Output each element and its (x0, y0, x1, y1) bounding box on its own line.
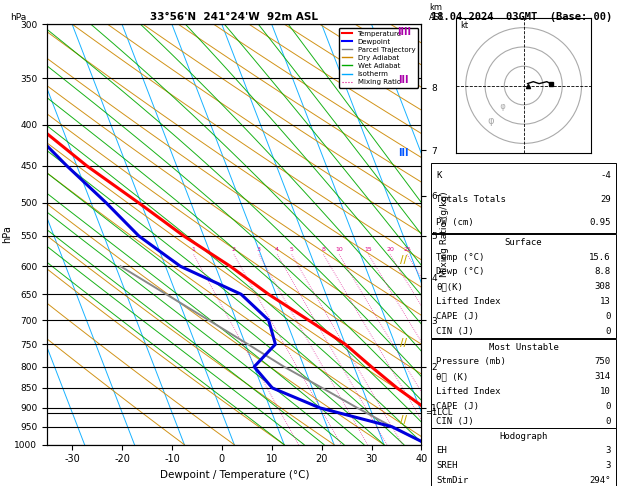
X-axis label: Dewpoint / Temperature (°C): Dewpoint / Temperature (°C) (160, 470, 309, 480)
Text: SREH: SREH (437, 461, 458, 470)
Text: Hodograph: Hodograph (499, 432, 548, 441)
Text: 8.8: 8.8 (595, 267, 611, 277)
Text: CIN (J): CIN (J) (437, 417, 474, 426)
Text: Dewp (°C): Dewp (°C) (437, 267, 485, 277)
Text: hPa: hPa (10, 13, 26, 22)
Text: //: // (400, 338, 408, 347)
FancyBboxPatch shape (431, 234, 616, 338)
Text: φ: φ (494, 102, 506, 111)
Text: 4: 4 (275, 247, 279, 252)
Text: km
ASL: km ASL (429, 3, 445, 22)
Text: Lifted Index: Lifted Index (437, 387, 501, 396)
Text: 294°: 294° (589, 476, 611, 485)
Text: 2: 2 (232, 247, 236, 252)
Text: 25: 25 (403, 247, 411, 252)
Legend: Temperature, Dewpoint, Parcel Trajectory, Dry Adiabat, Wet Adiabat, Isotherm, Mi: Temperature, Dewpoint, Parcel Trajectory… (339, 28, 418, 88)
Y-axis label: hPa: hPa (2, 226, 12, 243)
Text: Most Unstable: Most Unstable (489, 343, 559, 351)
Text: 18.04.2024  03GMT  (Base: 00): 18.04.2024 03GMT (Base: 00) (431, 12, 612, 22)
Text: Totals Totals: Totals Totals (437, 195, 506, 204)
Text: θᴄ (K): θᴄ (K) (437, 372, 469, 381)
Text: IIII: IIII (397, 27, 411, 36)
Text: //: // (400, 255, 408, 265)
Text: 10: 10 (335, 247, 343, 252)
Text: 8: 8 (321, 247, 326, 252)
Text: 0: 0 (606, 327, 611, 336)
Y-axis label: Mixing Ratio (g/kg): Mixing Ratio (g/kg) (440, 191, 448, 278)
FancyBboxPatch shape (431, 428, 616, 486)
Text: PW (cm): PW (cm) (437, 218, 474, 227)
Text: 15.6: 15.6 (589, 253, 611, 261)
Text: kt: kt (460, 20, 468, 30)
Text: 0.95: 0.95 (589, 218, 611, 227)
Text: =1LCL: =1LCL (425, 408, 452, 417)
Text: Pressure (mb): Pressure (mb) (437, 357, 506, 366)
Text: 0: 0 (606, 417, 611, 426)
Text: φ: φ (485, 116, 494, 126)
Text: 10: 10 (600, 387, 611, 396)
Text: 15: 15 (365, 247, 372, 252)
Text: -4: -4 (600, 171, 611, 180)
Text: CIN (J): CIN (J) (437, 327, 474, 336)
Text: 3: 3 (606, 447, 611, 455)
Text: 0: 0 (606, 402, 611, 411)
Text: 750: 750 (595, 357, 611, 366)
Text: 1: 1 (192, 247, 196, 252)
Text: 13: 13 (600, 297, 611, 306)
Text: //: // (400, 416, 408, 425)
Text: III: III (399, 148, 409, 158)
Text: 0: 0 (606, 312, 611, 321)
Title: 33°56'N  241°24'W  92m ASL: 33°56'N 241°24'W 92m ASL (150, 12, 318, 22)
Text: θᴄ(K): θᴄ(K) (437, 282, 464, 292)
Text: Temp (°C): Temp (°C) (437, 253, 485, 261)
Text: K: K (437, 171, 442, 180)
FancyBboxPatch shape (431, 163, 616, 233)
Text: III: III (399, 75, 409, 85)
Text: Lifted Index: Lifted Index (437, 297, 501, 306)
Text: 3: 3 (257, 247, 261, 252)
Text: CAPE (J): CAPE (J) (437, 402, 479, 411)
Text: 3: 3 (606, 461, 611, 470)
Text: Surface: Surface (505, 238, 542, 247)
Text: CAPE (J): CAPE (J) (437, 312, 479, 321)
Text: 29: 29 (600, 195, 611, 204)
Text: 5: 5 (290, 247, 294, 252)
Text: EH: EH (437, 447, 447, 455)
Text: 314: 314 (595, 372, 611, 381)
Text: 20: 20 (386, 247, 394, 252)
Text: StmDir: StmDir (437, 476, 469, 485)
FancyBboxPatch shape (431, 339, 616, 428)
Text: 308: 308 (595, 282, 611, 292)
